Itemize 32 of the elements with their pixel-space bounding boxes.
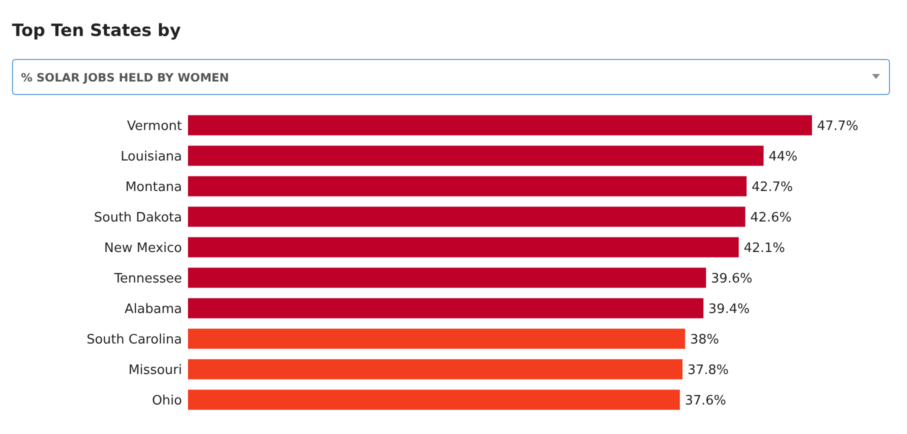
bar — [188, 115, 812, 136]
y-tick-label: Louisiana — [120, 149, 182, 164]
y-tick-label: South Dakota — [94, 210, 182, 226]
y-tick-label: Alabama — [124, 302, 182, 317]
data-label: 39.4% — [708, 302, 750, 317]
y-tick-label: Tennessee — [113, 271, 182, 286]
bar — [188, 328, 686, 349]
data-label: 44% — [768, 149, 798, 164]
bar — [188, 237, 739, 258]
bar — [188, 359, 682, 380]
bar — [188, 298, 704, 318]
chart-title: Top Ten States by — [12, 21, 181, 41]
data-label: 42.6% — [750, 210, 792, 226]
bar — [188, 176, 747, 196]
data-label: 38% — [690, 332, 720, 348]
y-tick-label: Montana — [125, 180, 182, 195]
bar — [188, 206, 746, 227]
y-tick-label: South Carolina — [86, 332, 182, 348]
data-label: 37.6% — [684, 393, 726, 408]
bar — [188, 390, 680, 410]
data-label: 47.7% — [817, 118, 858, 134]
bar — [188, 268, 706, 288]
data-label: 39.6% — [711, 271, 752, 286]
data-label: 37.8% — [687, 362, 729, 378]
data-label: 42.7% — [752, 180, 793, 195]
y-tick-label: New Mexico — [104, 240, 182, 256]
data-label: 42.1% — [744, 240, 786, 256]
bar — [188, 146, 764, 166]
y-tick-label: Ohio — [152, 393, 182, 408]
chart-subtitle: % SOLAR JOBS HELD BY WOMEN — [21, 70, 229, 84]
y-tick-label: Vermont — [127, 118, 182, 134]
y-tick-label: Missouri — [128, 362, 182, 378]
